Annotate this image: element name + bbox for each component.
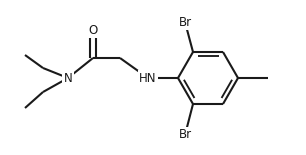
Text: Br: Br xyxy=(178,16,192,29)
Text: HN: HN xyxy=(139,71,157,84)
Text: O: O xyxy=(88,24,98,36)
Text: N: N xyxy=(64,71,73,84)
Text: Br: Br xyxy=(178,128,192,142)
